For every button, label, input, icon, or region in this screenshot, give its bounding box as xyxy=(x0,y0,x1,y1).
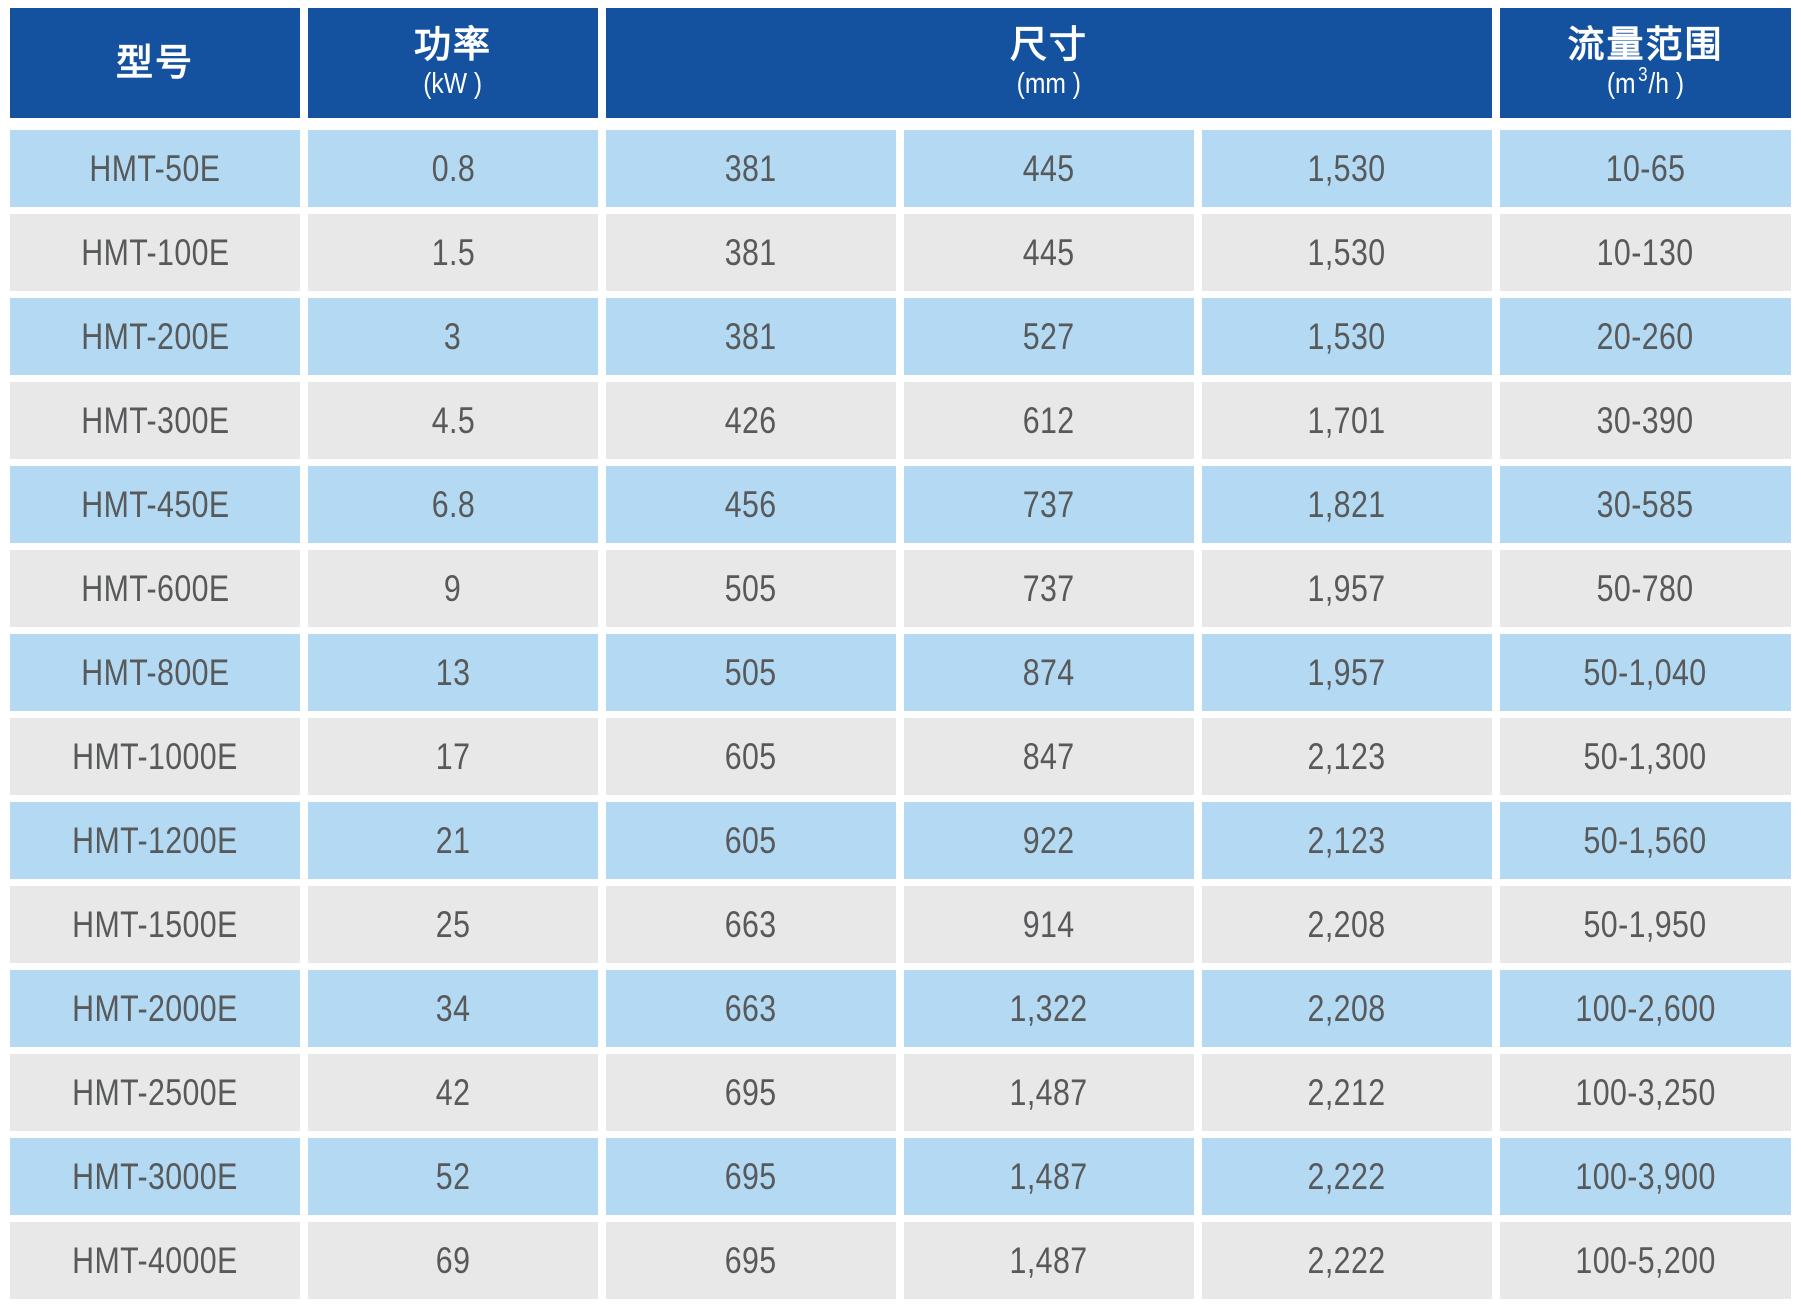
power-cell: 9 xyxy=(308,550,598,627)
dim-height-cell: 1,957 xyxy=(1202,634,1492,711)
dim-height-cell: 2,208 xyxy=(1202,970,1492,1047)
model-cell: HMT-1200E xyxy=(10,802,300,879)
flow-range-cell: 100-5,200 xyxy=(1500,1222,1791,1299)
dim-width-cell: 381 xyxy=(606,130,896,207)
dim-width-cell: 695 xyxy=(606,1222,896,1299)
power-cell: 42 xyxy=(308,1054,598,1131)
table-body: HMT-50E 0.8 381 445 1,530 10-65 HMT-100E 1.5 381… xyxy=(10,130,1791,1299)
dim-width-cell: 695 xyxy=(606,1138,896,1215)
dim-depth-cell: 445 xyxy=(904,214,1194,291)
dim-width-cell: 381 xyxy=(606,214,896,291)
model-cell: HMT-800E xyxy=(10,634,300,711)
dim-height-cell: 1,530 xyxy=(1202,130,1492,207)
dim-depth-cell: 737 xyxy=(904,550,1194,627)
flow-range-cell: 50-1,300 xyxy=(1500,718,1791,795)
dim-height-cell: 2,222 xyxy=(1202,1138,1492,1215)
power-cell: 0.8 xyxy=(308,130,598,207)
dim-width-cell: 426 xyxy=(606,382,896,459)
flow-range-cell: 100-3,250 xyxy=(1500,1054,1791,1131)
power-cell: 3 xyxy=(308,298,598,375)
model-cell: HMT-3000E xyxy=(10,1138,300,1215)
dim-height-cell: 2,222 xyxy=(1202,1222,1492,1299)
table-header-row: 型号 功率 (kW ) 尺寸 (mm ) 流量范围 (m 3/h ) xyxy=(10,8,1791,118)
dim-width-cell: 663 xyxy=(606,886,896,963)
power-cell: 6.8 xyxy=(308,466,598,543)
dim-depth-cell: 1,487 xyxy=(904,1054,1194,1131)
dim-width-cell: 663 xyxy=(606,970,896,1047)
flow-range-cell: 100-2,600 xyxy=(1500,970,1791,1047)
power-cell: 52 xyxy=(308,1138,598,1215)
header-dims-title: 尺寸 xyxy=(1010,24,1088,66)
dim-height-cell: 2,208 xyxy=(1202,886,1492,963)
flow-range-cell: 20-260 xyxy=(1500,298,1791,375)
flow-range-cell: 10-130 xyxy=(1500,214,1791,291)
dim-height-cell: 1,957 xyxy=(1202,550,1492,627)
header-flow-unit: (m 3/h ) xyxy=(1606,63,1685,100)
flow-range-cell: 10-65 xyxy=(1500,130,1791,207)
dim-depth-cell: 1,487 xyxy=(904,1222,1194,1299)
model-cell: HMT-50E xyxy=(10,130,300,207)
power-cell: 13 xyxy=(308,634,598,711)
flow-range-cell: 30-585 xyxy=(1500,466,1791,543)
dim-width-cell: 456 xyxy=(606,466,896,543)
power-cell: 1.5 xyxy=(308,214,598,291)
dim-depth-cell: 612 xyxy=(904,382,1194,459)
model-cell: HMT-4000E xyxy=(10,1222,300,1299)
flow-range-cell: 30-390 xyxy=(1500,382,1791,459)
power-cell: 34 xyxy=(308,970,598,1047)
dim-height-cell: 1,821 xyxy=(1202,466,1492,543)
header-model-cell: 型号 xyxy=(10,8,300,118)
dim-width-cell: 695 xyxy=(606,1054,896,1131)
model-cell: HMT-450E xyxy=(10,466,300,543)
model-cell: HMT-2000E xyxy=(10,970,300,1047)
header-power-unit: (kW ) xyxy=(423,67,483,100)
dim-depth-cell: 1,322 xyxy=(904,970,1194,1047)
header-dims-cell: 尺寸 (mm ) xyxy=(606,8,1492,118)
dim-height-cell: 1,530 xyxy=(1202,214,1492,291)
dim-depth-cell: 922 xyxy=(904,802,1194,879)
dim-height-cell: 2,212 xyxy=(1202,1054,1492,1131)
flow-range-cell: 50-1,560 xyxy=(1500,802,1791,879)
model-cell: HMT-1500E xyxy=(10,886,300,963)
header-dims-unit: (mm ) xyxy=(1016,67,1082,100)
power-cell: 4.5 xyxy=(308,382,598,459)
dim-depth-cell: 737 xyxy=(904,466,1194,543)
dim-depth-cell: 1,487 xyxy=(904,1138,1194,1215)
dim-depth-cell: 527 xyxy=(904,298,1194,375)
flow-range-cell: 50-1,950 xyxy=(1500,886,1791,963)
power-cell: 69 xyxy=(308,1222,598,1299)
model-cell: HMT-2500E xyxy=(10,1054,300,1131)
flow-range-cell: 50-780 xyxy=(1500,550,1791,627)
header-power-cell: 功率 (kW ) xyxy=(308,8,598,118)
superscript-3: 3 xyxy=(1638,63,1648,86)
dim-depth-cell: 847 xyxy=(904,718,1194,795)
header-model-title: 型号 xyxy=(116,41,194,83)
model-cell: HMT-200E xyxy=(10,298,300,375)
header-power-title: 功率 xyxy=(414,24,492,66)
power-cell: 25 xyxy=(308,886,598,963)
dim-height-cell: 2,123 xyxy=(1202,718,1492,795)
power-cell: 21 xyxy=(308,802,598,879)
dim-height-cell: 1,701 xyxy=(1202,382,1492,459)
dim-height-cell: 2,123 xyxy=(1202,802,1492,879)
dim-width-cell: 505 xyxy=(606,634,896,711)
model-cell: HMT-100E xyxy=(10,214,300,291)
dim-width-cell: 381 xyxy=(606,298,896,375)
power-cell: 17 xyxy=(308,718,598,795)
dim-depth-cell: 874 xyxy=(904,634,1194,711)
header-flow-cell: 流量范围 (m 3/h ) xyxy=(1500,8,1791,118)
dim-depth-cell: 914 xyxy=(904,886,1194,963)
dim-width-cell: 505 xyxy=(606,550,896,627)
header-flow-title: 流量范围 xyxy=(1567,24,1724,66)
model-cell: HMT-300E xyxy=(10,382,300,459)
flow-range-cell: 100-3,900 xyxy=(1500,1138,1791,1215)
dim-width-cell: 605 xyxy=(606,802,896,879)
flow-range-cell: 50-1,040 xyxy=(1500,634,1791,711)
dim-width-cell: 605 xyxy=(606,718,896,795)
model-cell: HMT-1000E xyxy=(10,718,300,795)
model-cell: HMT-600E xyxy=(10,550,300,627)
dim-depth-cell: 445 xyxy=(904,130,1194,207)
dim-height-cell: 1,530 xyxy=(1202,298,1492,375)
